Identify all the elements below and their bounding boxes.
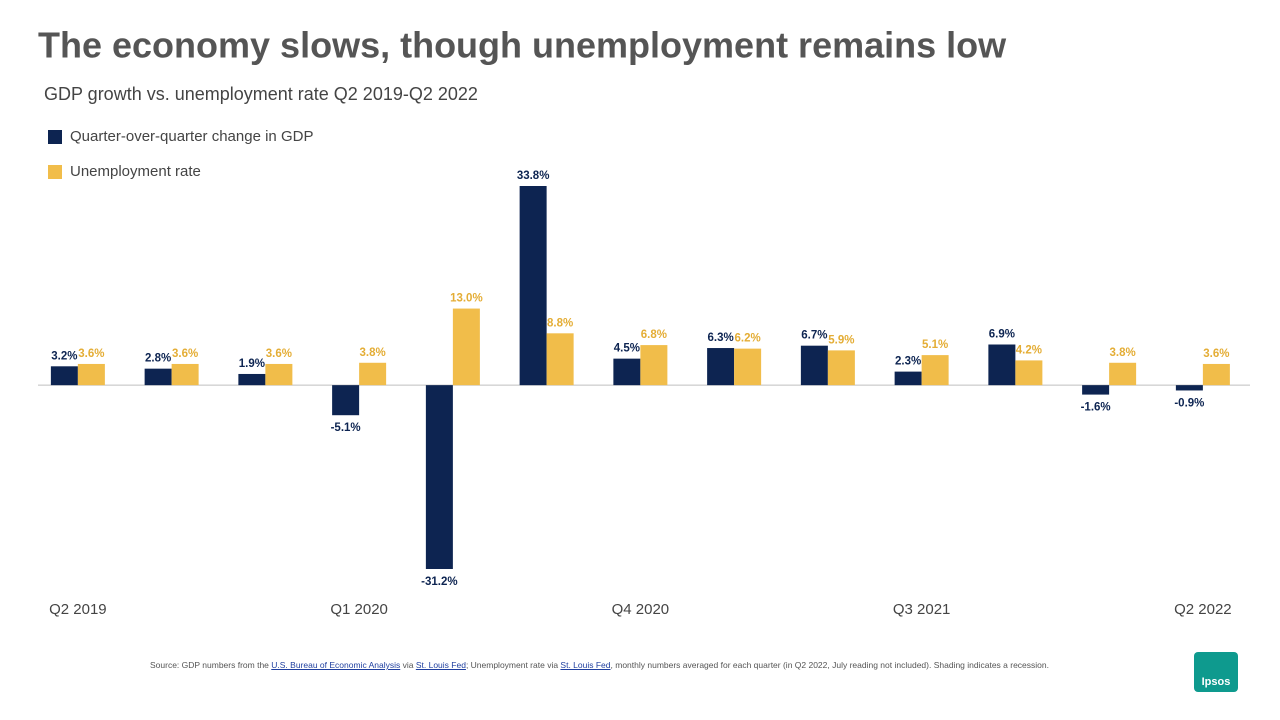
logo-text: Ipsos bbox=[1202, 676, 1231, 688]
bar bbox=[640, 345, 668, 386]
bar bbox=[546, 333, 574, 386]
source-text: , monthly numbers averaged for each quar… bbox=[610, 660, 1049, 670]
bar bbox=[988, 344, 1016, 386]
bar bbox=[452, 308, 480, 386]
data-label: 1.9% bbox=[239, 358, 265, 370]
bar bbox=[50, 366, 78, 386]
data-label: 8.8% bbox=[547, 317, 573, 329]
data-label: 2.3% bbox=[895, 356, 921, 368]
data-label: 2.8% bbox=[145, 353, 171, 365]
bar bbox=[1202, 363, 1230, 386]
chart-subtitle: GDP growth vs. unemployment rate Q2 2019… bbox=[44, 84, 478, 104]
source-text: via bbox=[400, 660, 416, 670]
data-label: -1.6% bbox=[1081, 402, 1111, 414]
x-tick-label: Q4 2020 bbox=[612, 601, 670, 618]
source-link[interactable]: U.S. Bureau of Economic Analysis bbox=[271, 660, 401, 670]
data-label: -0.9% bbox=[1174, 397, 1204, 409]
x-tick-label: Q1 2020 bbox=[330, 601, 388, 618]
x-tick-label: Q3 2021 bbox=[893, 601, 951, 618]
logo: Ipsos bbox=[1194, 652, 1238, 692]
data-label: 4.2% bbox=[1016, 344, 1042, 356]
bar bbox=[519, 186, 547, 386]
data-label: 33.8% bbox=[517, 170, 550, 182]
data-label: 3.8% bbox=[1110, 347, 1136, 359]
data-label: 4.5% bbox=[614, 343, 640, 355]
data-label: 6.7% bbox=[801, 330, 827, 342]
bar bbox=[894, 371, 922, 386]
legend-swatch bbox=[48, 130, 62, 144]
source-link[interactable]: St. Louis Fed bbox=[415, 660, 466, 670]
data-label: 3.6% bbox=[1203, 348, 1229, 360]
data-label: 3.6% bbox=[78, 348, 104, 360]
legend-label: Quarter-over-quarter change in GDP bbox=[70, 128, 313, 145]
data-label: 6.3% bbox=[708, 332, 734, 344]
data-label: 5.1% bbox=[922, 339, 948, 351]
data-label: 5.9% bbox=[828, 334, 854, 346]
data-label: 6.9% bbox=[989, 329, 1015, 341]
data-label: 6.2% bbox=[735, 333, 761, 345]
bar bbox=[359, 362, 387, 386]
bar bbox=[827, 350, 855, 386]
data-label: 3.6% bbox=[266, 348, 292, 360]
legend-label: Unemployment rate bbox=[70, 163, 201, 180]
bar bbox=[800, 345, 828, 386]
data-label: -5.1% bbox=[331, 422, 361, 434]
legend-swatch bbox=[48, 165, 62, 179]
logo-box bbox=[1194, 652, 1238, 692]
bar bbox=[425, 385, 453, 569]
chart-title: The economy slows, though unemployment r… bbox=[38, 25, 1007, 66]
data-label: 6.8% bbox=[641, 329, 667, 341]
bar bbox=[921, 355, 949, 386]
data-label: -31.2% bbox=[421, 576, 457, 588]
data-label: 13.0% bbox=[450, 293, 483, 305]
source-note: Source: GDP numbers from the U.S. Bureau… bbox=[150, 659, 1050, 671]
data-label: 3.2% bbox=[51, 350, 77, 362]
data-label: 3.8% bbox=[360, 347, 386, 359]
bar bbox=[238, 373, 266, 386]
source-link[interactable]: St. Louis Fed bbox=[560, 660, 611, 670]
x-tick-label: Q2 2022 bbox=[1174, 601, 1232, 618]
bar bbox=[1082, 385, 1110, 395]
bar bbox=[1109, 362, 1137, 386]
bar bbox=[1015, 360, 1043, 386]
bar bbox=[77, 363, 105, 386]
bar bbox=[171, 363, 199, 386]
bar bbox=[144, 368, 172, 386]
bar bbox=[707, 348, 735, 386]
bar bbox=[332, 385, 360, 416]
bar bbox=[265, 363, 293, 386]
bar bbox=[734, 348, 762, 386]
x-tick-label: Q2 2019 bbox=[49, 601, 107, 618]
source-text: ; Unemployment rate via bbox=[465, 660, 561, 670]
bar bbox=[613, 358, 641, 386]
data-label: 3.6% bbox=[172, 348, 198, 360]
bar bbox=[1175, 385, 1203, 391]
source-text: Source: GDP numbers from the bbox=[150, 660, 272, 670]
